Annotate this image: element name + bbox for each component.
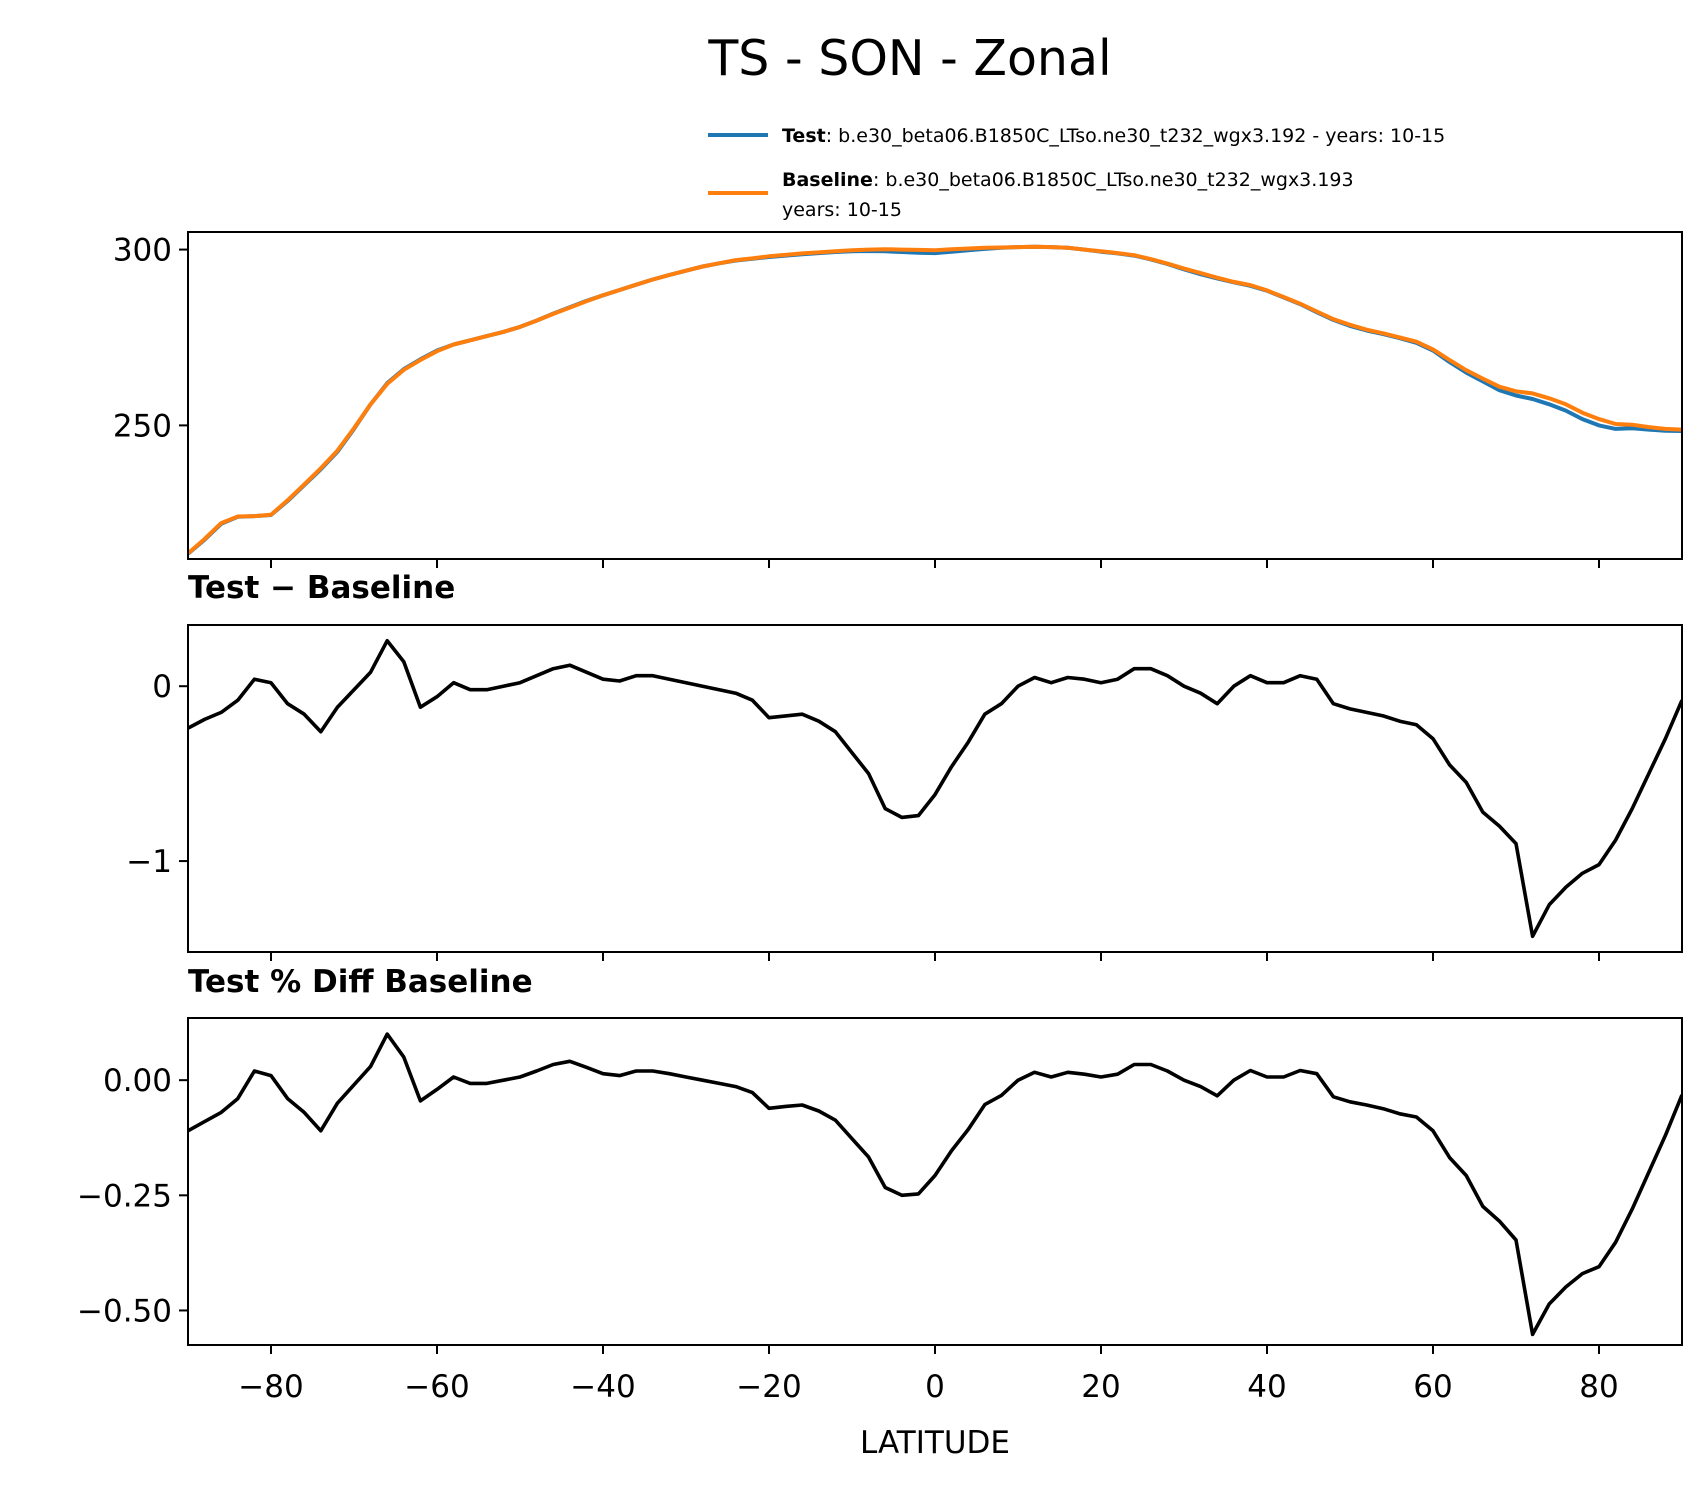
y-tick-label-middle-0: −1	[126, 844, 172, 880]
panel-middle: Test − Baseline −1 0	[126, 570, 1683, 961]
y-tick-label-bottom-0: −0.50	[77, 1293, 172, 1329]
y-tick-label-top-0: 250	[113, 408, 172, 444]
x-tick-label-8: 80	[1579, 1369, 1618, 1405]
x-tick-label-6: 40	[1247, 1369, 1286, 1405]
series-line-top-1	[188, 244, 1682, 555]
legend-baseline-text: : b.e30_beta06.B1850C_LTso.ne30_t232_wgx…	[873, 169, 1354, 191]
series-line-middle-0	[188, 638, 1682, 939]
legend-test-text: : b.e30_beta06.B1850C_LTso.ne30_t232_wgx…	[826, 125, 1446, 147]
figure-title: TS - SON - Zonal	[707, 30, 1111, 87]
y-tick-label-bottom-1: −0.25	[77, 1178, 172, 1214]
panel-title-middle: Test − Baseline	[188, 570, 455, 606]
x-tick-label-3: −20	[736, 1369, 801, 1405]
x-tick-label-0: −80	[238, 1369, 303, 1405]
legend-baseline-label: Baseline	[782, 169, 873, 191]
x-tick-label-2: −40	[570, 1369, 635, 1405]
y-tick-label-middle-1: 0	[152, 669, 172, 705]
panel-bottom: Test % Diff Baseline −0.50 −0.25 0.00 −80 −60…	[77, 964, 1683, 1461]
y-tick-label-top-1: 300	[113, 233, 172, 269]
series-line-top-0	[188, 244, 1682, 556]
x-axis-label: LATITUDE	[860, 1425, 1010, 1461]
x-tick-label-1: −60	[404, 1369, 469, 1405]
y-tick-label-bottom-2: 0.00	[103, 1063, 172, 1099]
legend: Test: b.e30_beta06.B1850C_LTso.ne30_t232…	[708, 125, 1445, 221]
x-tick-label-4: 0	[925, 1369, 945, 1405]
series-line-bottom-0	[188, 1032, 1682, 1337]
svg-text:Baseline: b.e30_beta06.B1850C_: Baseline: b.e30_beta06.B1850C_LTso.ne30_…	[782, 169, 1354, 191]
axes-frame-top	[187, 231, 1683, 560]
legend-test-label: Test	[782, 125, 826, 147]
svg-text:Test: b.e30_beta06.B1850C_LTso: Test: b.e30_beta06.B1850C_LTso.ne30_t232…	[782, 125, 1445, 147]
legend-baseline-text2: years: 10-15	[782, 199, 902, 221]
panel-top: 250 300	[113, 231, 1683, 568]
panel-title-bottom: Test % Diff Baseline	[188, 964, 533, 1000]
axes-frame-bottom	[187, 1017, 1683, 1346]
x-tick-label-7: 60	[1413, 1369, 1452, 1405]
x-tick-label-5: 20	[1081, 1369, 1120, 1405]
axes-frame-middle	[187, 624, 1683, 953]
